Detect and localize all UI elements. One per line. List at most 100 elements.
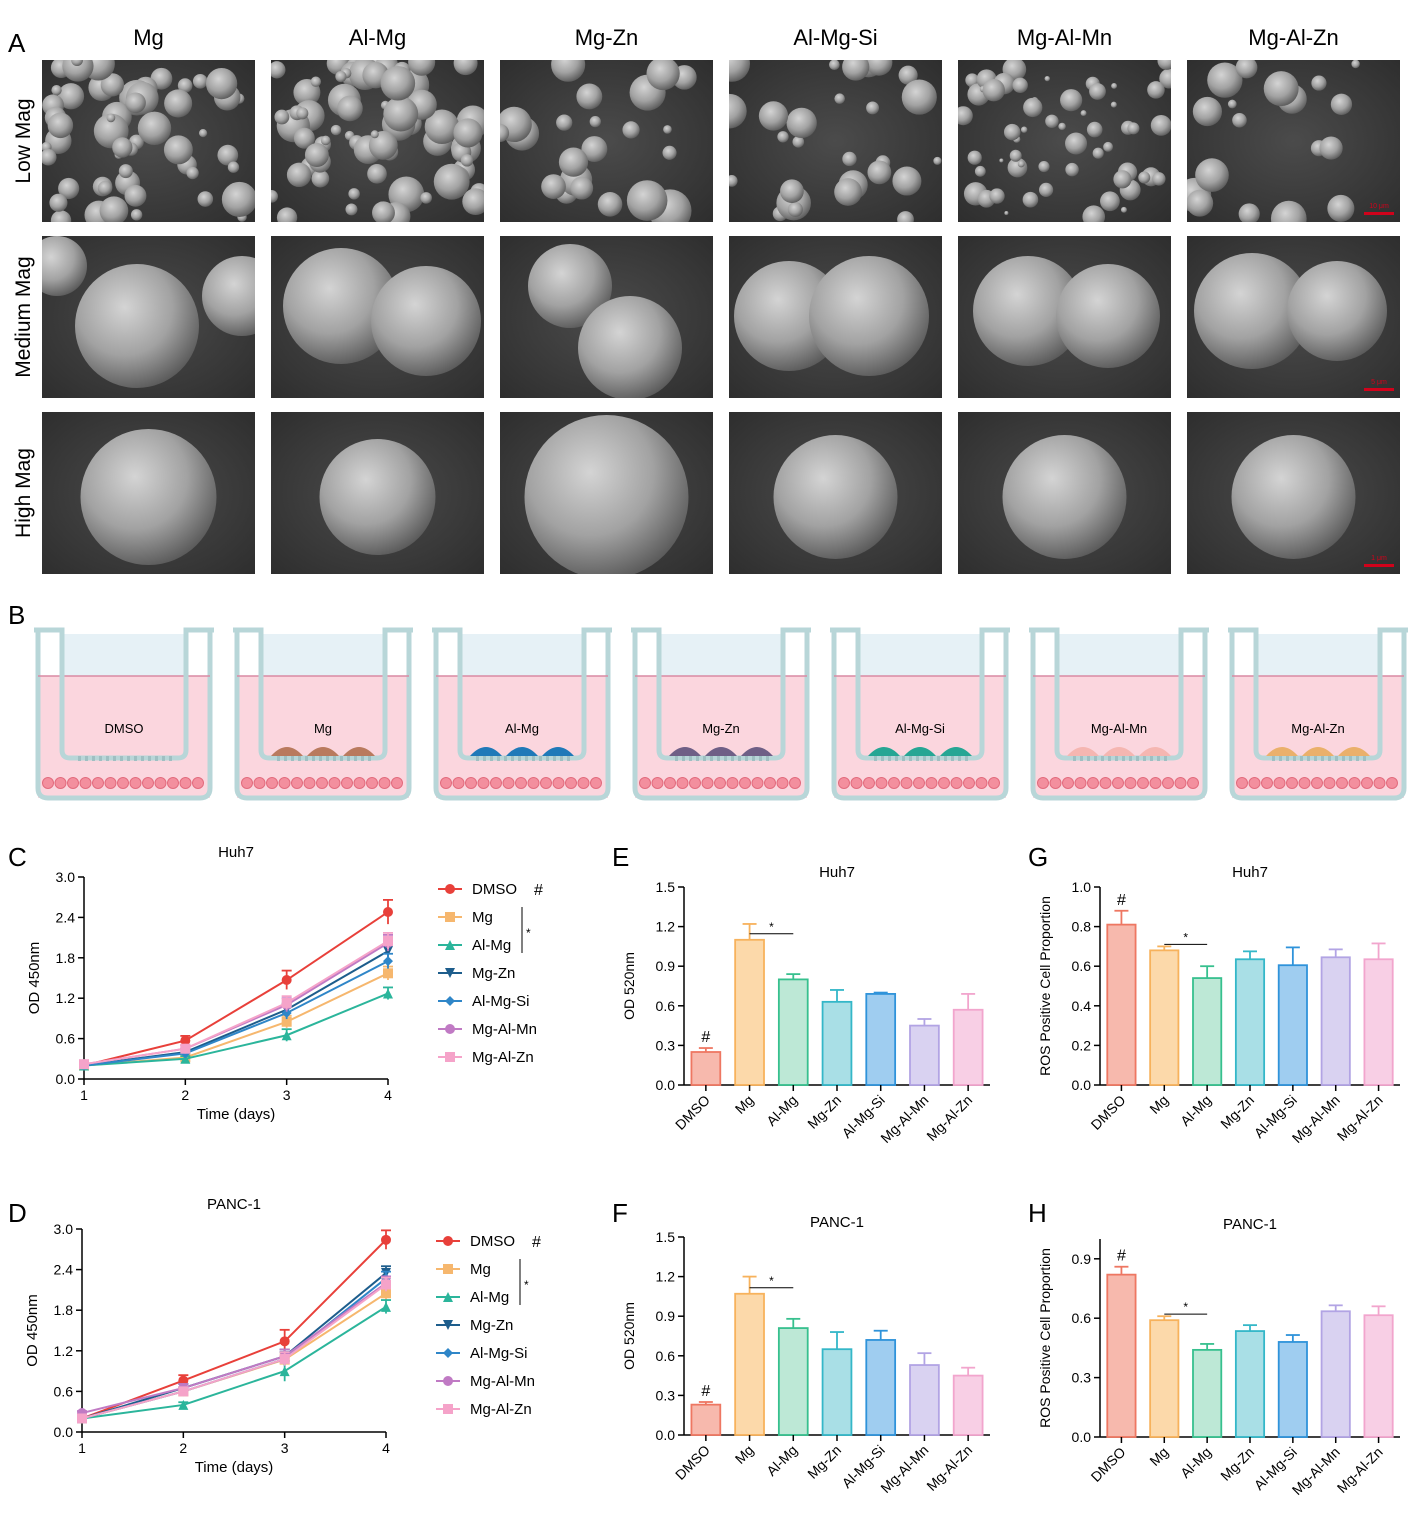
- legend-label: Mg-Al-Mn: [470, 1373, 535, 1390]
- sem-image-content: [729, 60, 942, 222]
- sem-particle: [551, 60, 586, 82]
- legend-item-al-mg: Al-Mg: [438, 937, 511, 954]
- data-point: [281, 1008, 292, 1019]
- membrane-pore: [1307, 756, 1310, 761]
- sem-particle: [345, 203, 358, 216]
- sem-particle: [1017, 160, 1025, 168]
- sem-particle: [311, 169, 330, 188]
- x-tick-label: Mg-Zn: [1217, 1092, 1257, 1132]
- membrane-pore: [99, 756, 102, 761]
- sem-particle: [866, 101, 880, 115]
- sem-particle: [1003, 123, 1021, 141]
- seeded-cell: [1099, 777, 1112, 789]
- y-tick-label: 0.6: [54, 1383, 74, 1399]
- sem-particle: [556, 114, 573, 131]
- y-tick-label: 0.0: [1072, 1077, 1092, 1093]
- bar-group-mg: Mg: [1146, 1315, 1180, 1469]
- x-tick-label: Mg-Al-Zn: [923, 1092, 975, 1144]
- data-point: [281, 975, 292, 986]
- well-label: Mg-Zn: [702, 721, 740, 736]
- legend-item-mg-zn: Mg-Zn: [436, 1317, 513, 1334]
- y-tick-label: 0.3: [656, 1037, 676, 1053]
- legend-item-mg-zn: Mg-Zn: [438, 965, 515, 982]
- microsphere-pile: [1338, 747, 1370, 756]
- microsphere-pile: [705, 747, 737, 756]
- chart-title: PANC-1: [1223, 1216, 1277, 1233]
- sem-particle: [1113, 170, 1132, 189]
- legend-label: Mg-Zn: [472, 965, 515, 982]
- membrane-pore: [127, 756, 130, 761]
- sem-particle: [974, 165, 986, 177]
- data-point: [443, 1348, 453, 1358]
- membrane-pore: [354, 756, 357, 761]
- membrane-pore: [476, 756, 479, 761]
- y-tick-label: 1.0: [1072, 879, 1092, 895]
- panel-letter-g: G: [1028, 842, 1048, 872]
- series-line: [83, 960, 389, 1067]
- membrane-pore: [1342, 756, 1345, 761]
- seeded-cell: [1049, 777, 1062, 789]
- sem-particle: [462, 188, 484, 216]
- sem-particle: [777, 131, 789, 143]
- seeded-cell: [1361, 777, 1373, 789]
- sem-particle: [62, 60, 94, 82]
- sem-image-high-mag-mg-al-mn: [958, 412, 1171, 574]
- y-tick-label: 0.9: [656, 1308, 676, 1324]
- sem-particle: [51, 85, 62, 96]
- sem-particle: [933, 156, 942, 165]
- sem-particle: [1110, 101, 1117, 108]
- sem-particle: [867, 160, 892, 185]
- transwell-insert: [34, 627, 214, 761]
- seeded-cell: [1261, 777, 1273, 789]
- membrane-pore: [1080, 756, 1083, 761]
- legend-item-al-mg: Al-Mg: [436, 1289, 509, 1306]
- sem-particle: [1235, 60, 1258, 79]
- seeded-cell: [452, 777, 465, 789]
- membrane-pore: [675, 756, 678, 761]
- sem-particle: [380, 65, 416, 101]
- series-al-mg-si: [77, 1270, 391, 1424]
- bar: [865, 993, 897, 1086]
- microsphere-pile: [470, 747, 502, 756]
- well-label: Mg: [314, 721, 332, 736]
- sem-particle: [758, 101, 789, 131]
- data-point: [445, 940, 455, 950]
- microsphere-pile: [904, 747, 936, 756]
- sem-particle: [97, 180, 113, 196]
- data-point: [445, 884, 455, 894]
- sem-particle: [1192, 96, 1222, 127]
- x-tick-label: Mg-Al-Zn: [1334, 1444, 1386, 1496]
- sem-particle: [192, 74, 208, 89]
- sem-image-content: [271, 412, 484, 574]
- seeded-cell: [1074, 777, 1087, 789]
- seeded-cell: [1112, 777, 1124, 789]
- sem-particle: [80, 429, 217, 565]
- bar: [734, 938, 765, 1086]
- chart-f-panc1-od520: PANC-1 0.0 0.3 0.6 0.9 1.2 1.5 OD 520nm DMSO # Mg A…: [621, 1214, 990, 1496]
- membrane-pore: [532, 756, 535, 761]
- chart-d-panc1-proliferation: PANC-1 0.0 0.6 1.2 1.8 2.4 3.0 1 2 3 4 Time (days) O…: [24, 1196, 541, 1476]
- data-point: [178, 1399, 189, 1410]
- seeded-cell: [1373, 777, 1386, 789]
- sem-image-low-mag-al-mg-si: [729, 60, 942, 222]
- seeded-cell: [776, 777, 789, 789]
- membrane-pore: [525, 756, 528, 761]
- transwell-schematic: DMSO Mg Al-Mg Mg-Zn Al-Mg-Si Mg-Al-Mn Mg-Al-Zn: [34, 627, 1408, 801]
- membrane-pore: [696, 756, 699, 761]
- membrane-pore: [944, 756, 947, 761]
- sem-particle: [898, 65, 918, 85]
- sem-particle: [130, 209, 143, 221]
- sem-particle: [982, 78, 1005, 102]
- x-tick-label: Mg-Al-Mn: [877, 1442, 931, 1496]
- data-point: [443, 1320, 453, 1330]
- seeded-cell: [950, 777, 963, 789]
- sem-particle: [892, 166, 922, 196]
- x-tick-label: 4: [382, 1440, 390, 1456]
- membrane-pore: [483, 756, 486, 761]
- sem-particle: [58, 177, 80, 200]
- membrane-pore: [1293, 756, 1296, 761]
- sem-row-headers: Low Mag Medium Mag High Mag: [12, 98, 35, 538]
- sem-particle: [99, 196, 129, 222]
- seeded-cell: [689, 777, 701, 789]
- sem-particle: [589, 115, 601, 128]
